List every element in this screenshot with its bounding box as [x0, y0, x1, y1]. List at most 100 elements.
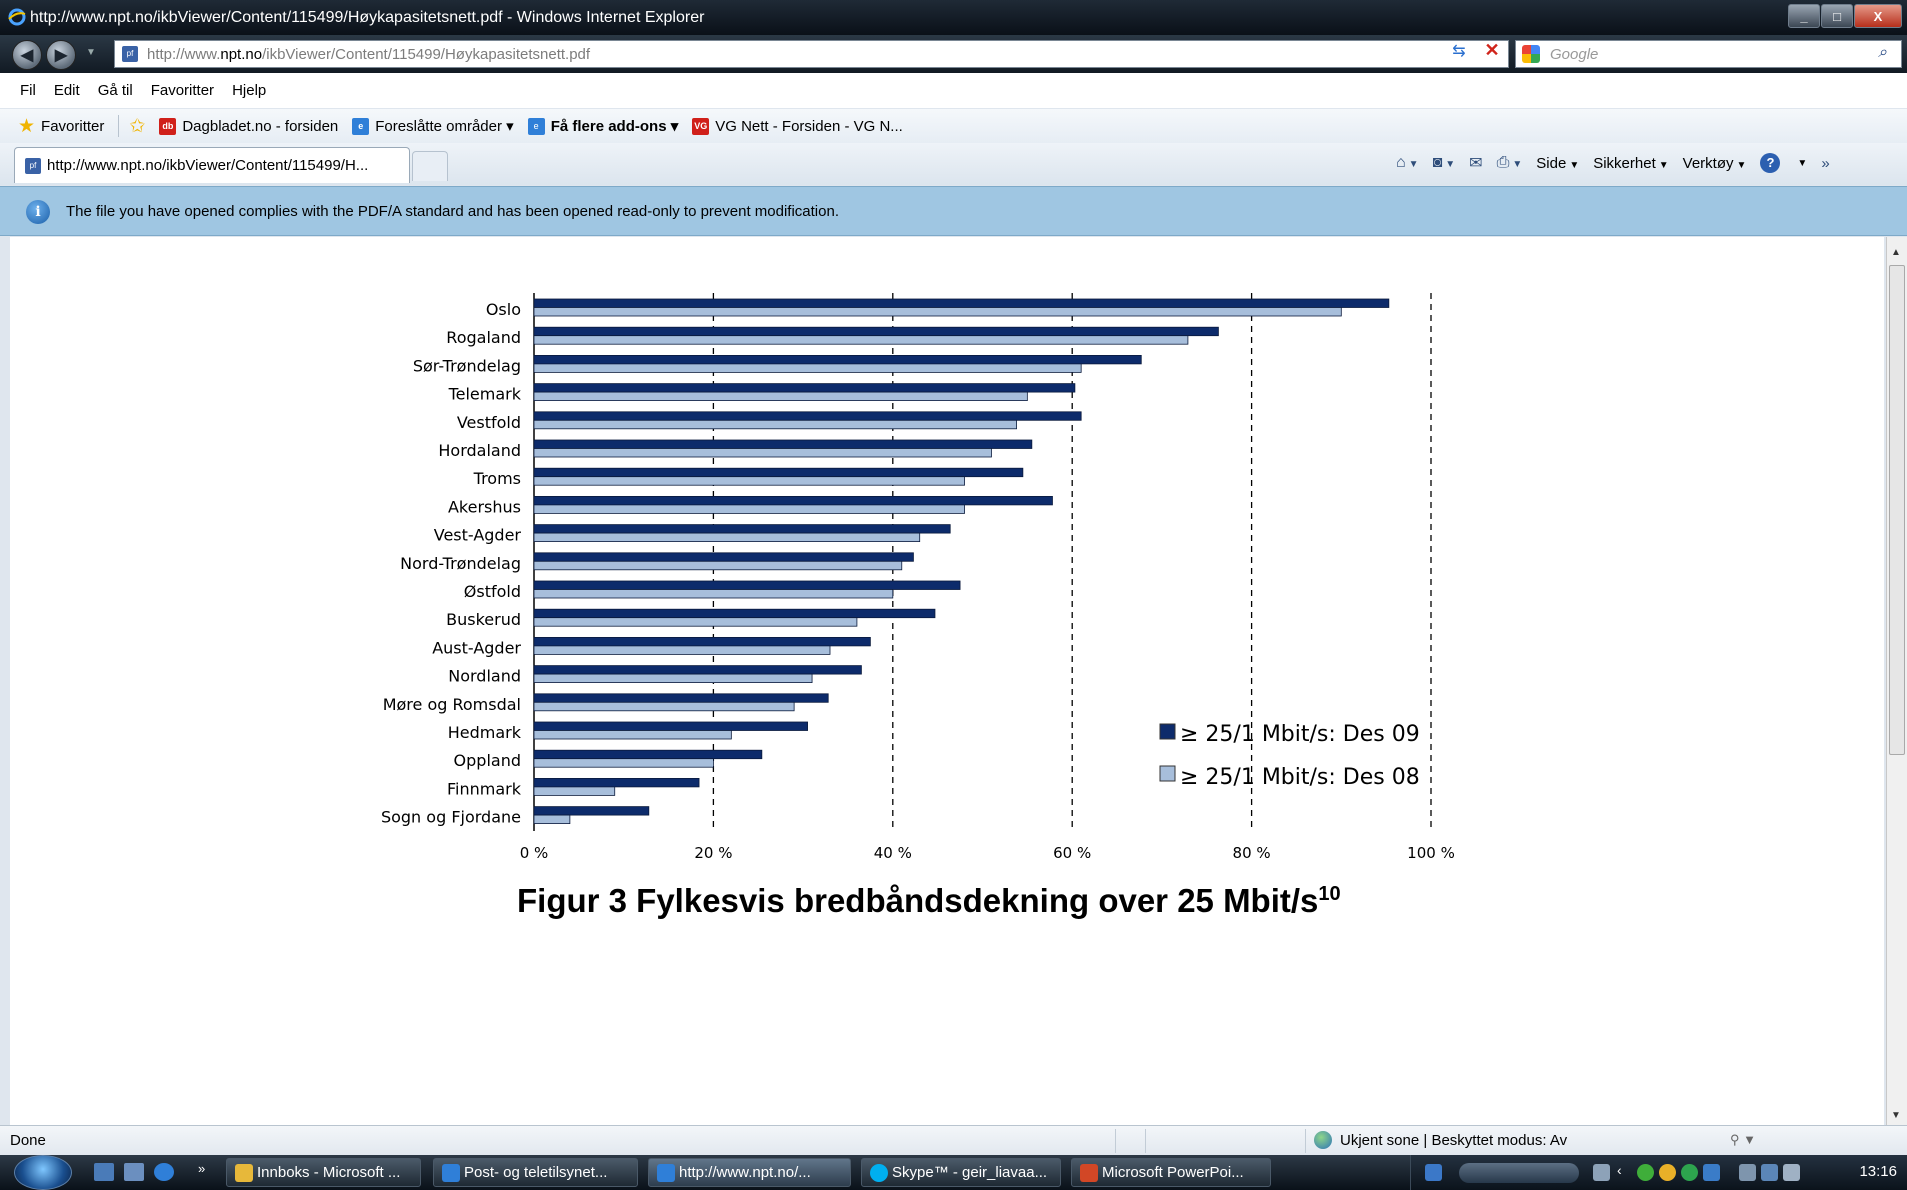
safety-menu[interactable]: Sikkerhet ▼ — [1593, 154, 1669, 172]
help-icon[interactable]: ? — [1760, 153, 1781, 173]
tab-active[interactable]: pf http://www.npt.no/ikbViewer/Content/1… — [14, 147, 410, 183]
x-tick-label: 20 % — [694, 844, 732, 862]
network-icon[interactable] — [1761, 1164, 1778, 1181]
refresh-icon[interactable]: ⇆ — [1452, 43, 1466, 60]
taskbar-button-npt[interactable]: Post- og teletilsynet... — [433, 1158, 638, 1187]
search-input[interactable]: Google ⌕ — [1515, 40, 1902, 68]
menu-fil[interactable]: Fil — [20, 82, 36, 99]
fav-label: VG Nett - Forsiden - VG N... — [715, 117, 903, 135]
tray-expand-icon[interactable]: ‹ — [1617, 1162, 1622, 1178]
zoom-icon[interactable]: ⚲ ▼ — [1730, 1132, 1756, 1147]
bar-des09 — [533, 608, 936, 619]
chart-x-ticks: 0 % 20 % 40 % 60 % 80 % 100 % — [520, 844, 1455, 862]
bar-des09 — [533, 749, 763, 760]
update-icon[interactable] — [1703, 1164, 1720, 1181]
back-button[interactable]: ◀ — [12, 40, 42, 70]
info-bar[interactable]: i The file you have opened complies with… — [0, 186, 1907, 236]
recent-pages-dropdown-icon[interactable]: ▼ — [86, 47, 96, 58]
antivirus-icon[interactable] — [1681, 1164, 1698, 1181]
volume-icon[interactable] — [1593, 1164, 1610, 1181]
page-menu[interactable]: Side ▼ — [1536, 154, 1580, 172]
favorites-button[interactable]: ★ Favoritter — [18, 115, 104, 138]
menu-hjelp[interactable]: Hjelp — [232, 82, 267, 99]
stop-icon[interactable]: ✕ — [1484, 40, 1500, 60]
taskbar-button-ie-active[interactable]: http://www.npt.no/... — [648, 1158, 851, 1187]
tools-menu[interactable]: Verktøy ▼ — [1682, 154, 1747, 172]
divider — [1305, 1129, 1306, 1153]
taskbar-button-inbox[interactable]: Innboks - Microsoft ... — [226, 1158, 421, 1187]
skype-status-icon[interactable] — [1637, 1164, 1654, 1181]
ie-icon — [442, 1164, 460, 1182]
taskbar-button-powerpoint[interactable]: Microsoft PowerPoi... — [1071, 1158, 1271, 1187]
mail-icon[interactable]: ✉ — [1469, 155, 1483, 172]
switch-windows-icon[interactable] — [124, 1163, 144, 1181]
dagbladet-icon: db — [159, 117, 177, 135]
scroll-down-icon[interactable]: ▼ — [1891, 1110, 1901, 1121]
fav-suggested-sites[interactable]: e Foreslåtte områder ▾ — [352, 117, 514, 135]
vertical-scrollbar[interactable]: ▲ ▼ — [1886, 237, 1907, 1125]
page-icon: pf — [122, 46, 138, 62]
bar-des08 — [533, 419, 1017, 430]
x-tick-label: 80 % — [1233, 844, 1271, 862]
status-bar: Done Ukjent sone | Beskyttet modus: Av ⚲… — [0, 1125, 1907, 1155]
chart-legend: ≥ 25/1 Mbit/s: Des 09 ≥ 25/1 Mbit/s: Des… — [1159, 722, 1420, 790]
powerpoint-icon — [1080, 1164, 1098, 1182]
bar-des09 — [533, 355, 1142, 365]
figure-title: Figur 3 Fylkesvis bredbåndsdekning over … — [517, 882, 1341, 919]
category-label: Buskerud — [446, 610, 521, 629]
bar-des09 — [533, 495, 1053, 506]
print-icon[interactable]: ⎙ ▼ — [1496, 154, 1523, 171]
bar-des08 — [533, 730, 732, 740]
quicklaunch-more-icon[interactable]: » — [198, 1161, 206, 1176]
search-icon[interactable]: ⌕ — [1878, 44, 1887, 61]
ie-quicklaunch-icon[interactable] — [154, 1163, 174, 1181]
scroll-up-icon[interactable]: ▲ — [1891, 247, 1901, 258]
media-controls[interactable] — [1459, 1163, 1579, 1183]
bar-des08 — [533, 617, 858, 627]
menu-edit[interactable]: Edit — [53, 82, 80, 99]
favorites-bar: ★ Favoritter ✩ db Dagbladet.no - forside… — [0, 109, 1907, 143]
clock[interactable]: 13:16 — [1859, 1163, 1897, 1180]
speaker-icon[interactable] — [1783, 1164, 1800, 1181]
favorites-star-icon: ★ — [18, 115, 36, 137]
menu-favoritter[interactable]: Favoritter — [150, 82, 215, 99]
close-button[interactable]: X — [1854, 4, 1902, 28]
legend-label-des09: ≥ 25/1 Mbit/s: Des 09 — [1180, 722, 1420, 747]
more-commands-icon[interactable]: » — [1821, 154, 1830, 172]
category-label: Vestfold — [457, 413, 521, 432]
fav-dagbladet[interactable]: db Dagbladet.no - forsiden — [159, 117, 339, 135]
favorites-label: Favoritter — [41, 117, 105, 135]
home-icon[interactable]: ⌂ ▼ — [1396, 154, 1419, 171]
ie-logo-icon — [8, 8, 26, 26]
ie-icon — [657, 1164, 675, 1182]
show-desktop-icon[interactable] — [94, 1163, 114, 1181]
pdf-content: Oslo Rogaland Sør-Trøndelag Telemark Vestfol… — [10, 237, 1884, 1125]
bar-des09 — [533, 524, 951, 534]
taskbar: » Innboks - Microsoft ... Post- og telet… — [0, 1155, 1907, 1190]
help-dropdown-icon[interactable]: ▼ — [1797, 157, 1808, 169]
taskbar-button-skype[interactable]: Skype™ - geir_liavaa... — [861, 1158, 1061, 1187]
forward-button[interactable]: ▶ — [46, 40, 76, 70]
fav-vg-nett[interactable]: VG VG Nett - Forsiden - VG N... — [692, 117, 903, 135]
menu-ga-til[interactable]: Gå til — [97, 82, 133, 99]
messenger-icon[interactable] — [1659, 1164, 1676, 1181]
fav-label: Dagbladet.no - forsiden — [182, 117, 339, 135]
new-tab-button[interactable] — [412, 151, 448, 181]
media-player-icon[interactable] — [1425, 1164, 1442, 1181]
bar-des09 — [533, 439, 1033, 449]
maximize-button[interactable]: □ — [1821, 4, 1853, 28]
address-input[interactable]: pf http://www. npt.no/ikbViewer/Content/1… — [114, 40, 1550, 68]
security-zone-text[interactable]: Ukjent sone | Beskyttet modus: Av — [1340, 1132, 1568, 1149]
start-button[interactable] — [14, 1155, 72, 1190]
add-favorite-button[interactable]: ✩ — [129, 115, 145, 138]
scroll-thumb[interactable] — [1889, 265, 1905, 755]
divider — [1145, 1129, 1146, 1153]
ie-icon: e — [527, 117, 545, 135]
x-tick-label: 100 % — [1407, 844, 1455, 862]
divider — [1115, 1129, 1116, 1153]
power-icon[interactable] — [1739, 1164, 1756, 1181]
category-label: Sør-Trøndelag — [413, 356, 521, 375]
fav-get-addons[interactable]: e Få flere add-ons ▾ — [527, 117, 678, 135]
minimize-button[interactable]: _ — [1788, 4, 1820, 28]
feeds-icon[interactable]: ◙ ▼ — [1432, 154, 1456, 171]
